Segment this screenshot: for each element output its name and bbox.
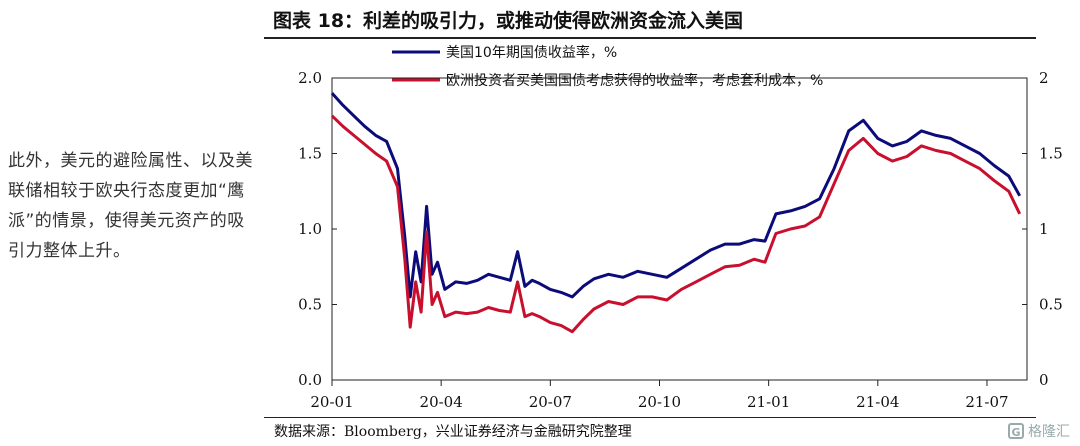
series-layer [330,92,1022,334]
right-tick-label: 2 [1039,69,1049,87]
left-tick-label: 1.5 [298,145,322,163]
legend-label-2: 欧洲投资者买美国国债考虑获得的收益率，考虑套利成本，% [446,72,823,89]
series-line-1 [330,92,1022,299]
watermark-text: 格隆汇 [1028,424,1070,440]
left-tick-label: 2.0 [298,69,322,87]
x-tick-label: 21-04 [856,393,899,411]
legend: 美国10年期国债收益率，% 欧洲投资者买美国国债考虑获得的收益率，考虑套利成本，% [392,44,823,89]
x-tick-label: 21-07 [965,393,1008,411]
left-tick-label: 0.0 [298,371,322,389]
watermark-logo-icon: G [1008,423,1024,439]
right-tick-label: 0.5 [1039,296,1063,314]
x-tick-label: 20-10 [638,393,681,411]
left-axis: 0.0 0.5 1.0 1.5 2.0 [298,69,337,389]
figure-title: 图表 18：利差的吸引力，或推动使得欧洲资金流入美国 [273,10,744,32]
plot-border [331,77,1028,381]
left-tick-label: 1.0 [298,220,322,238]
legend-label-1: 美国10年期国债收益率，% [446,44,617,61]
x-axis: 20-01 20-04 20-07 20-10 21-01 21-04 21-07 [310,380,1009,411]
source-note: 数据来源：Bloomberg，兴业证券经济与金融研究院整理 [274,424,632,440]
right-axis: 0 0.5 1 1.5 2 [1022,69,1063,389]
x-tick-label: 20-07 [529,393,572,411]
title-rule [264,37,1036,39]
plot-frame [331,77,1028,381]
watermark: G 格隆汇 [1008,421,1070,441]
x-tick-label: 21-01 [747,393,790,411]
x-tick-label: 20-01 [310,393,353,411]
side-note: 此外，美元的避险属性、以及美联储相较于欧央行态度更加“鹰派”的情景，使得美元资产… [8,151,253,261]
source-rule [264,417,1036,418]
right-tick-label: 1 [1039,220,1049,238]
series-line-2 [330,114,1022,334]
right-tick-label: 0 [1039,371,1049,389]
left-tick-label: 0.5 [298,296,322,314]
right-tick-label: 1.5 [1039,145,1063,163]
x-tick-label: 20-04 [420,393,463,411]
